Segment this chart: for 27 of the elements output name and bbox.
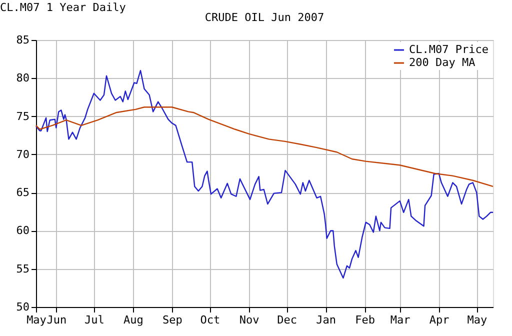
y-tick-label: 65 [16,186,30,200]
y-tick-label: 50 [16,300,30,314]
x-tick-label: Dec [277,314,297,326]
y-tick-label: 60 [16,224,30,238]
x-tick-label: May [467,314,488,326]
y-tick-label: 70 [16,148,30,161]
x-tick-label: Oct [200,314,220,326]
y-tick-label: 75 [16,110,30,123]
x-tick-label: Apr [429,314,450,326]
line-series [35,70,494,279]
x-tick-label: Mar [390,314,411,326]
x-tick-label: Sep [162,314,182,326]
x-tick-label: Jan [316,314,336,326]
line-series [35,106,494,188]
y-tick-label: 85 [16,34,30,46]
x-tick-label: May [26,314,47,326]
x-tick-label: Aug [124,314,144,326]
x-tick-label: Jul [84,314,104,326]
chart-title: CRUDE OIL Jun 2007 [204,11,324,24]
y-tick-label: 55 [16,262,30,276]
legend-label: 200 Day MA [409,56,476,69]
y-tick-label: 80 [16,72,30,85]
x-tick-label: Jun [46,314,67,326]
legend-label: CL.M07 Price [409,43,488,56]
text: CL.M07 1 Year Daily [0,1,126,14]
x-tick-label: Nov [239,314,260,326]
x-tick-label: Feb [355,314,376,326]
